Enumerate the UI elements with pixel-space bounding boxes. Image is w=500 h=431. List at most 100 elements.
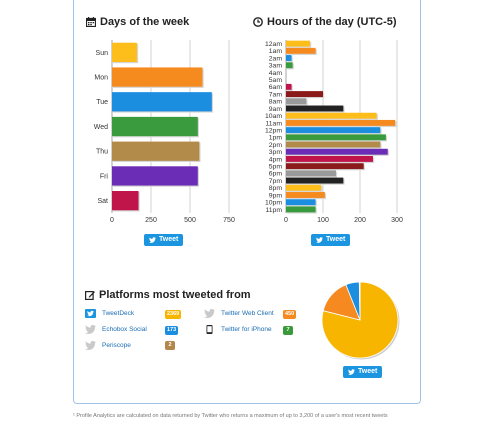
bar [286,134,386,141]
bar [286,119,396,126]
clock-icon [253,17,263,27]
hours-tweet-label: Tweet [326,236,346,243]
y-tick-label: Sun [96,50,109,57]
bar [286,163,364,170]
platform-count-badge: 2 [165,341,175,350]
y-tick-label: 3pm [269,149,283,156]
calendar-icon [86,17,96,27]
platform-count-badge: 173 [165,326,179,335]
bar [286,40,311,47]
y-tick-label: Mon [94,75,108,82]
hours-tweet-button[interactable]: Tweet [311,234,351,246]
y-tick-label: Tue [96,99,108,106]
x-tick-label: 0 [284,217,288,224]
hours-of-day-title: Hours of the day (UTC-5) [253,16,397,28]
y-tick-label: 1am [269,48,283,55]
footnote: ¹ Profile Analytics are calculated on da… [73,413,388,419]
bar [112,116,198,137]
bar [286,112,377,119]
days-of-week-chart: 0 250 500 750 Sun Mon Tue Wed Thu Fri Sat [94,40,235,224]
days-of-week-title-text: Days of the week [100,16,190,28]
bar [286,55,292,61]
twitter-bird-icon [149,237,156,243]
y-tick-label: 4am [269,70,283,77]
x-tick-label: 750 [223,217,235,224]
y-tick-label: 2pm [269,142,283,149]
platforms-pie-chart [321,281,400,360]
hours-of-day-chart: 0 100 200 300 12am1am2am3am4am5am6am7am8am9a… [265,40,403,224]
y-tick-label: 12am [265,41,282,48]
bar [286,206,316,213]
days-tweet-button[interactable]: Tweet [144,234,184,246]
bar [112,42,137,62]
platform-periscope: Periscope [85,341,131,350]
y-tick-label: 4pm [269,156,283,163]
platforms-tweet-button[interactable]: Tweet [343,366,383,378]
bar [286,148,388,155]
platforms-title-text: Platforms most tweeted from [99,289,251,301]
y-tick-label: 3am [269,63,283,70]
platforms-title: Platforms most tweeted from [85,289,251,301]
platform-name: Twitter for iPhone [221,326,272,333]
twitter-bird-icon [204,309,215,318]
pie-slice [321,281,399,359]
x-tick-label: 300 [391,217,403,224]
bar [286,83,292,90]
bar [286,62,293,69]
twitter-bird-icon [85,341,96,350]
bar [112,67,203,87]
twitter-bird-icon [85,325,96,334]
x-tick-label: 250 [145,217,157,224]
bar [112,166,198,186]
bar [112,141,200,161]
platform-name: TweetDeck [102,310,135,317]
y-tick-label: 10am [265,113,282,120]
bar [286,141,381,148]
platform-name: Echobox Social [102,326,147,333]
y-tick-label: 1pm [269,135,283,142]
platform-name: Twitter Web Client [221,310,274,317]
bar [286,105,344,112]
bar [286,98,307,105]
bar [286,192,325,198]
y-tick-label: 5pm [269,164,283,171]
y-tick-label: Thu [96,149,108,156]
bar [286,91,323,98]
x-tick-label: 0 [110,217,114,224]
tweetdeck-bird-icon [85,309,96,318]
y-tick-label: Sat [97,198,108,205]
y-tick-label: 8pm [269,185,283,192]
edit-icon [85,291,95,300]
platform-name: Periscope [102,342,131,349]
days-of-week-title: Days of the week [86,16,189,28]
platform-twitter-web-client: Twitter Web Client [204,309,274,318]
platform-count-badge: 7 [283,326,293,335]
y-tick-label: 5am [269,77,283,84]
platforms-tweet-label: Tweet [358,368,378,375]
y-tick-label: 7am [269,91,283,98]
y-tick-label: 2am [269,55,283,62]
bar [112,191,139,211]
x-tick-label: 100 [317,217,329,224]
iphone-icon [206,325,213,334]
y-tick-label: 8am [269,99,283,106]
platform-count-badge: 2369 [165,310,182,319]
platform-echobox-social: Echobox Social [85,325,147,334]
bar [286,127,381,134]
days-tweet-label: Tweet [159,236,179,243]
twitter-bird-icon [348,369,355,375]
y-tick-label: 9am [269,106,283,113]
y-tick-label: 12pm [265,127,282,134]
bar [112,92,212,112]
y-tick-label: 11am [266,120,283,127]
twitter-bird-icon [316,237,323,243]
bar [286,199,316,206]
y-tick-label: 7pm [269,178,283,185]
y-tick-label: Wed [94,124,108,131]
bar [286,155,373,162]
platform-count-badge: 450 [283,310,297,319]
y-tick-label: Fri [100,173,109,180]
x-tick-label: 500 [184,217,196,224]
y-tick-label: 6am [269,84,283,91]
y-tick-label: 9pm [269,192,283,199]
